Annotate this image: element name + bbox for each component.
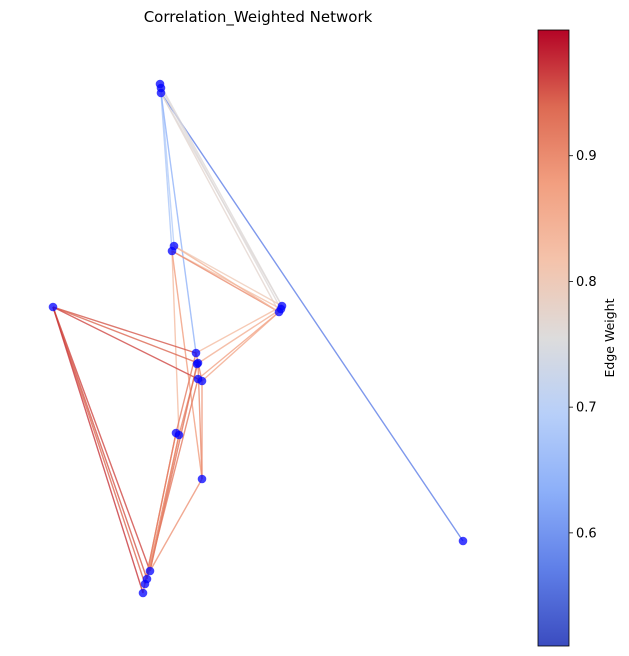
network-edge <box>173 245 280 313</box>
network-edge <box>195 305 283 354</box>
network-node <box>197 474 207 484</box>
network-edge <box>196 308 282 365</box>
network-node <box>458 536 468 546</box>
network-edge <box>171 250 280 313</box>
colorbar-label: Edge Weight <box>602 298 617 377</box>
network-edge <box>171 250 180 436</box>
network-edge <box>52 306 144 594</box>
network-edge <box>146 434 180 580</box>
network-node <box>156 88 166 98</box>
network-edge <box>171 250 203 480</box>
network-edge <box>175 352 197 434</box>
network-edge <box>160 92 283 307</box>
network-edge <box>160 92 197 354</box>
colorbar-tick-label: 0.7 <box>576 401 597 416</box>
network-node <box>138 588 148 598</box>
network-node <box>167 246 177 256</box>
network-edge <box>52 306 199 380</box>
colorbar-frame <box>537 29 570 647</box>
network-edge <box>160 92 173 252</box>
network-edge <box>160 92 280 313</box>
network-node <box>191 348 201 358</box>
colorbar-tick-label: 0.8 <box>576 275 597 290</box>
network-node <box>48 302 58 312</box>
chart-title: Correlation_Weighted Network <box>144 8 373 27</box>
colorbar-tick-label: 0.9 <box>576 149 597 164</box>
network-edge <box>160 92 464 542</box>
edges-layer <box>52 83 464 594</box>
colorbar-gradient <box>538 30 569 646</box>
colorbar: 0.6 0.7 0.8 0.9 Edge Weight <box>537 29 617 647</box>
network-edge <box>52 306 197 354</box>
colorbar-tick-label: 0.6 <box>576 526 597 541</box>
network-node <box>197 376 207 386</box>
network-edge <box>52 306 146 585</box>
network-node <box>140 579 150 589</box>
network-node <box>174 430 184 440</box>
network-edge <box>52 306 199 364</box>
network-node <box>274 307 284 317</box>
network-edge <box>201 311 280 382</box>
network-edge <box>142 432 177 594</box>
colorbar-ticks: 0.6 0.7 0.8 0.9 <box>569 149 597 541</box>
nodes-layer <box>48 79 468 598</box>
network-node <box>145 566 155 576</box>
network-edge <box>52 306 151 572</box>
network-edge <box>149 478 203 572</box>
network-edge <box>173 245 283 307</box>
network-node <box>192 359 202 369</box>
